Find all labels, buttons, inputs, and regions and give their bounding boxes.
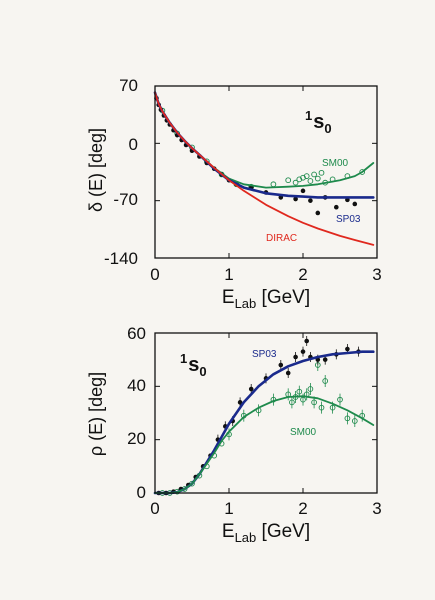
delta-series-dirac	[154, 91, 375, 246]
rho-data-point-open	[318, 404, 325, 411]
delta-data-point-open	[318, 169, 325, 176]
delta-x-axis-label: ELab [GeV]	[222, 287, 310, 311]
rho-data-point-open	[329, 404, 336, 411]
rho-data-point	[300, 349, 306, 354]
rho-data-point-open	[344, 415, 351, 422]
rho-xlabel-main: E	[222, 521, 235, 542]
delta-data-point	[334, 204, 339, 210]
rho-data-point	[237, 400, 243, 405]
rho-data-point	[345, 346, 350, 352]
delta-data-point-open	[270, 181, 277, 188]
rho-ytick: 60	[127, 324, 146, 343]
rho-series-sm00	[154, 395, 375, 494]
delta-label-sm00: SM00	[322, 158, 349, 169]
rho-ytick: 0	[137, 483, 146, 502]
rho-data-point-open	[351, 418, 358, 424]
delta-series-sm00	[154, 91, 375, 189]
rho-data-point	[304, 338, 310, 344]
delta-data-point-open	[285, 177, 292, 184]
delta-xlabel-main: E	[222, 287, 235, 308]
rho-wave-label: 1s0	[180, 351, 207, 379]
delta-xtick: 3	[372, 265, 381, 284]
delta-data-point-open	[292, 179, 299, 186]
rho-data-point-open	[296, 388, 303, 395]
rho-data-point-open	[307, 386, 314, 392]
rho-label-sm00: SM00	[290, 427, 317, 438]
delta-y-axis-label: δ (E) [deg]	[86, 128, 106, 212]
rho-y-ticks: 0 20 40 60	[127, 324, 146, 502]
delta-ytick: -140	[104, 249, 138, 268]
rho-label-sp03: SP03	[252, 349, 277, 360]
delta-data-point	[308, 198, 313, 203]
rho-data-point-open	[300, 396, 306, 403]
rho-wave-sup: 1	[180, 351, 187, 366]
delta-data-point	[300, 188, 306, 194]
rho-ytick: 20	[127, 429, 146, 448]
delta-xtick: 1	[224, 265, 233, 284]
delta-label-dirac: DIRAC	[266, 233, 297, 244]
rho-data-point-open	[289, 399, 295, 406]
rho-data-point	[322, 357, 328, 362]
delta-data-point-open	[303, 173, 310, 179]
delta-ytick: 0	[129, 135, 138, 154]
rho-x-ticks: 0 1 2 3	[150, 499, 381, 518]
delta-wave-sup: 1	[305, 108, 312, 123]
delta-xlabel-sub: Lab	[235, 296, 257, 311]
rho-xlabel-unit: [GeV]	[256, 521, 310, 542]
rho-xlabel-sub: Lab	[235, 530, 257, 545]
delta-data-point-open	[307, 178, 314, 184]
delta-data-point	[293, 196, 298, 202]
delta-xtick: 0	[150, 265, 159, 284]
delta-data-point	[315, 210, 321, 216]
delta-wave-main: s	[313, 111, 324, 133]
rho-wave-sub: 0	[199, 364, 206, 379]
delta-data-point-open	[314, 175, 321, 182]
rho-xtick: 2	[298, 499, 307, 518]
rho-x-axis-label: ELab [GeV]	[222, 521, 310, 545]
rho-wave-main: s	[188, 354, 199, 376]
delta-data-point	[352, 201, 358, 207]
delta-data-point-open	[311, 171, 317, 178]
rho-xtick: 3	[372, 499, 381, 518]
rho-data-point	[248, 386, 254, 392]
rho-xtick: 0	[150, 499, 159, 518]
rho-plot-marks	[153, 332, 378, 496]
delta-label-sp03: SP03	[336, 214, 361, 225]
rho-ytick: 40	[127, 376, 146, 395]
delta-x-ticks: 0 1 2 3	[150, 265, 381, 284]
rho-y-axis-label: ρ (E) [deg]	[86, 372, 106, 456]
delta-y-ticks: 70 0 -70 -140	[104, 76, 138, 268]
rho-data-point	[278, 362, 284, 368]
chart-delta: 70 0 -70 -140 0 1 2 3 δ (E) [deg] ELab […	[86, 76, 382, 311]
rho-data-point-open	[311, 399, 317, 406]
delta-ytick: 70	[119, 76, 138, 95]
rho-data-point	[285, 370, 291, 376]
rho-data-point-open	[322, 378, 329, 384]
rho-xtick: 1	[224, 499, 233, 518]
delta-data-point-open	[359, 169, 366, 175]
rho-plot-frame	[154, 332, 378, 494]
rho-data-point-open	[337, 396, 343, 403]
chart-rho: 0 20 40 60 0 1 2 3 ρ (E) [deg] ELab [GeV…	[86, 324, 382, 545]
delta-xlabel-unit: [GeV]	[256, 287, 310, 308]
rho-data-point	[293, 354, 298, 360]
delta-xtick: 2	[298, 265, 307, 284]
delta-ytick: -70	[113, 190, 138, 209]
delta-plot-frame	[154, 85, 378, 259]
delta-plot-marks	[153, 85, 378, 259]
delta-wave-sub: 0	[324, 121, 331, 136]
delta-wave-label: 1s0	[305, 108, 332, 136]
